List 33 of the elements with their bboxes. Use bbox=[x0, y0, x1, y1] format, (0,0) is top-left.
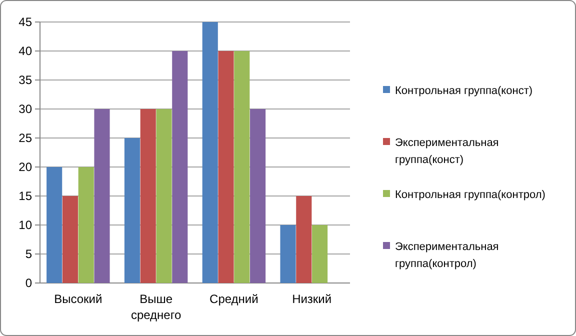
legend-label: Экспериментальная группа(конст) bbox=[395, 136, 499, 166]
bar bbox=[94, 109, 110, 283]
bar bbox=[156, 109, 172, 283]
x-tick-label: Выше среднего bbox=[130, 292, 182, 322]
y-tick-label: 20 bbox=[18, 160, 32, 174]
y-tick-label: 45 bbox=[18, 15, 32, 30]
x-tick-label: Высокий bbox=[54, 292, 102, 306]
y-tick-label: 40 bbox=[18, 44, 32, 58]
x-tick-label: Средний bbox=[210, 292, 258, 306]
bar bbox=[280, 225, 296, 283]
bar bbox=[312, 225, 328, 283]
bar bbox=[78, 167, 94, 283]
legend-label: Контрольная группа(контрол) bbox=[395, 188, 546, 201]
bar bbox=[218, 51, 234, 283]
bar bbox=[172, 51, 188, 283]
bar bbox=[250, 109, 266, 283]
bar bbox=[46, 167, 62, 283]
x-tick-label: Низкий bbox=[292, 292, 332, 306]
y-tick-label: 15 bbox=[18, 189, 32, 204]
bar bbox=[296, 196, 312, 283]
y-tick-label: 25 bbox=[18, 131, 32, 146]
y-tick-label: 35 bbox=[18, 73, 32, 88]
y-tick-label: 0 bbox=[25, 276, 32, 290]
legend-label: Экспериментальная группа(контрол) bbox=[395, 240, 499, 270]
y-tick-label: 30 bbox=[18, 102, 32, 116]
y-tick-label: 10 bbox=[18, 218, 32, 232]
legend-label: Контрольная группа(конст) bbox=[395, 84, 533, 97]
bar bbox=[124, 138, 140, 283]
bar bbox=[62, 196, 78, 283]
y-tick-label: 5 bbox=[25, 247, 32, 262]
bar bbox=[140, 109, 156, 283]
bar bbox=[202, 22, 218, 283]
bar bbox=[234, 51, 250, 283]
